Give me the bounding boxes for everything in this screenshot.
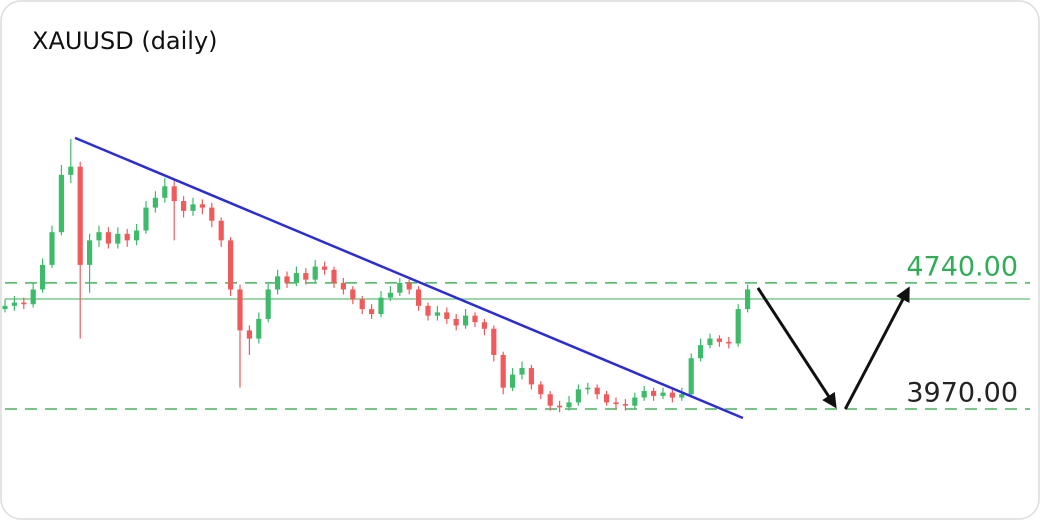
candle-body [669,392,675,398]
candle-body [171,186,177,202]
candle-body [378,297,384,315]
candle-body [105,232,111,244]
candle-body [256,318,262,339]
candle-body [397,282,403,293]
candle-body [322,266,328,270]
candle-body [679,394,685,398]
candle-body [359,299,365,310]
candle-body [265,289,271,319]
candle-body [209,207,215,221]
candle-body [134,230,140,241]
candle-body [369,309,375,315]
candle-body [453,318,459,326]
candle-body [152,197,158,208]
candle-body [237,289,243,331]
candle-body [463,315,469,326]
candle-body [604,394,610,403]
candle-body [425,305,431,316]
candle-body [387,292,393,298]
candle-body [87,240,93,265]
candle-body [30,289,36,305]
candle-body [162,186,168,198]
candle-body [218,220,224,241]
level-label: 3970.00 [906,377,1018,408]
candle-body [181,201,187,211]
candle-body [510,374,516,388]
chart-title: XAUUSD (daily) [32,27,218,55]
candle-body [716,338,722,342]
candle-body [735,309,741,344]
candle-body [557,405,563,408]
candle-body [68,166,74,175]
candle-body [472,315,478,323]
candle-body [246,330,252,339]
candle-body [707,338,713,346]
candle-body [350,289,356,300]
candle-body [228,240,234,290]
candle-body [143,207,149,231]
candle-body [632,397,638,406]
candle-body [293,273,299,283]
candle-body [312,266,318,280]
candle-body [49,232,55,265]
candle-body [641,390,647,398]
candle-body [651,390,657,396]
candle-body [416,289,422,306]
candle-body [2,305,8,310]
candle-body [481,322,487,329]
candle-body [331,269,337,283]
candle-body [11,302,17,306]
candle-body [340,282,346,290]
candle-body [21,302,27,305]
candle-body [303,273,309,280]
candle-body [688,358,694,395]
candle-body [575,389,581,403]
projection-arrow [844,286,910,410]
candle-body [124,233,130,241]
candle-body [519,368,525,375]
candle-body [434,312,440,316]
candle-body [491,328,497,355]
candle-body [745,289,751,310]
candle-body [613,402,619,405]
candle-body [500,354,506,388]
candle-body [566,402,572,408]
candle-body [528,368,534,385]
candle-body [96,232,102,241]
candle-body [547,394,553,406]
candle-body [406,282,412,290]
candle-body [77,166,83,265]
candle-body [726,341,732,344]
plot: 4740.00 3970.00 [2,136,1030,420]
candle-body [698,345,704,359]
trendline [74,136,744,420]
projection-arrow [756,287,837,409]
candle-body [622,404,628,406]
candle-body [58,174,64,233]
candle-body [660,392,666,396]
candle-body [115,233,121,244]
candle-body [40,264,46,290]
candle-body [594,387,600,395]
candle-body [538,384,544,395]
candle-body [190,204,196,211]
candle-body [275,276,281,290]
level-label: 4740.00 [906,251,1018,282]
candle-body [199,204,205,208]
candle-body [284,276,290,283]
candle-body [585,387,591,390]
candle-body [444,312,450,319]
